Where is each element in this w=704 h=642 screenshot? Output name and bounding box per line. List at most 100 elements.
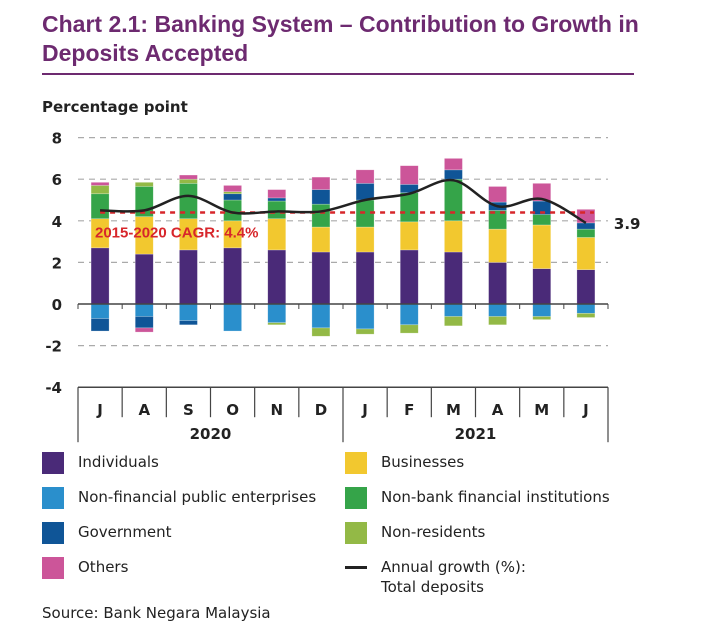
x-tick-label: J [361, 401, 368, 419]
annual-growth-line [100, 178, 587, 224]
legend-label: Non-bank financial institutions [381, 488, 610, 506]
bar-segment [444, 178, 463, 222]
y-tick-label: -2 [45, 338, 62, 356]
legend-item: Non-bank financial institutions [345, 487, 610, 509]
bar-segment [444, 158, 463, 171]
chart-title: Chart 2.1: Banking System – Contribution… [42, 11, 639, 66]
bar-segment [488, 186, 507, 203]
legend-swatch [42, 487, 64, 509]
bar-segment [311, 189, 331, 205]
legend-label: Non-residents [381, 523, 486, 541]
legend-swatch [345, 487, 367, 509]
bar-segment [488, 303, 507, 317]
x-tick-label: M [534, 401, 549, 419]
bar-segment [134, 303, 154, 317]
bar-segment [90, 303, 110, 319]
bar-segment [576, 313, 596, 318]
y-tick-label: 4 [52, 213, 62, 231]
bar-segment [267, 303, 287, 324]
y-tick-label: 6 [52, 171, 62, 189]
bar-segment [179, 174, 198, 180]
bar-segment [355, 226, 375, 253]
y-tick-label: 8 [52, 130, 62, 148]
bar-segment [179, 178, 198, 184]
bar-segment [576, 237, 596, 270]
bar-segment [267, 197, 287, 202]
bar-segment [311, 251, 331, 305]
legend-item: Annual growth (%): Total deposits [345, 557, 526, 597]
chart-plot: -4 -2 0 2 4 6 8 J A S O N D J F M A M J 2020 2021 2015-2020 C… [45, 130, 641, 444]
bar-segment [444, 303, 463, 317]
bar-segment [488, 228, 507, 263]
bar-segment [311, 176, 331, 190]
bar-segment [134, 182, 154, 187]
bar-segment [179, 320, 198, 326]
y-tick-label: 0 [52, 296, 62, 314]
bar-segment [179, 249, 198, 305]
bar-segment [267, 249, 287, 305]
x-tick-label: F [404, 401, 414, 419]
bar-segment [399, 165, 419, 185]
legend-label: Others [78, 558, 129, 576]
bar-segment [444, 169, 463, 180]
bar-segment [90, 318, 110, 332]
bar-segment [267, 200, 287, 220]
legend-label: Non-financial public enterprises [78, 488, 317, 506]
legend-swatch [42, 452, 64, 474]
legend-swatch [345, 452, 367, 474]
x-tick-label: N [270, 401, 283, 419]
legend-label: Annual growth (%): Total deposits [381, 558, 526, 596]
x-tick-label: J [96, 401, 103, 419]
bar-segment [223, 185, 242, 192]
legend-item: Non-financial public enterprises [42, 487, 316, 509]
bar-segment [311, 327, 331, 337]
legend-swatch [42, 557, 64, 579]
source-note: Source: Bank Negara Malaysia [42, 604, 271, 622]
bar-segment [532, 214, 552, 226]
bar-segment [90, 182, 110, 186]
bar-segment [576, 269, 596, 305]
bar-segment [444, 251, 463, 305]
bar-segment [399, 249, 419, 305]
bar-segment [267, 218, 287, 251]
bar-segment [355, 183, 375, 201]
bar-segment [311, 203, 331, 228]
bar-segment [576, 228, 596, 238]
bar-segment [355, 251, 375, 305]
legend-label: Businesses [381, 453, 465, 471]
legend-item: Businesses [345, 452, 464, 474]
bar-segment [355, 328, 375, 335]
legend-swatch [345, 522, 367, 544]
bar-segment [90, 193, 110, 220]
legend-label: Government [78, 523, 172, 541]
bar-segment [444, 220, 463, 253]
y-tick-label: 2 [52, 254, 62, 272]
bar-segment [90, 185, 110, 195]
bar-segment [134, 253, 154, 305]
bar-segment [90, 247, 110, 305]
legend-item: Others [42, 557, 128, 579]
bar-segment [311, 303, 331, 329]
title-rule [42, 73, 634, 75]
bar-segment [488, 316, 507, 326]
bar-segment [399, 192, 419, 223]
year-label: 2020 [190, 425, 232, 443]
bar-segment [134, 316, 154, 329]
bar-segment [223, 193, 242, 201]
legend-label: Individuals [78, 453, 159, 471]
bar-segment [576, 222, 596, 230]
bar-segment [576, 303, 596, 314]
y-axis-label: Percentage point [42, 98, 188, 116]
bar-segment [532, 268, 552, 305]
x-tick-label: D [315, 401, 327, 419]
bar-segment [488, 262, 507, 305]
x-tick-label: M [446, 401, 461, 419]
bar-segment [355, 303, 375, 330]
legend-item: Non-residents [345, 522, 485, 544]
end-value-label: 3.9 [614, 215, 641, 233]
cagr-label: 2015-2020 CAGR: 4.4% [95, 224, 258, 241]
legend-line-marker [345, 566, 367, 569]
y-tick-label: -4 [45, 379, 62, 397]
x-tick-label: S [183, 401, 194, 419]
